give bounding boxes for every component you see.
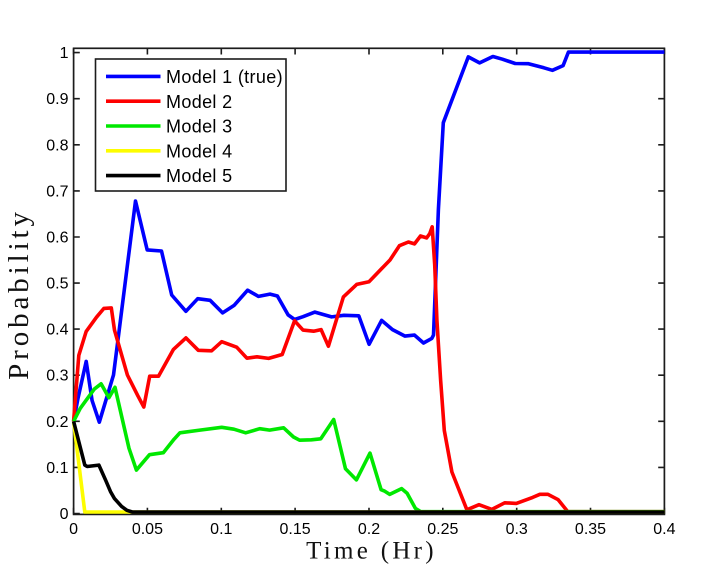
svg-text:0.3: 0.3 [506,521,528,538]
svg-text:Model 4: Model 4 [166,141,233,161]
svg-text:0.8: 0.8 [46,137,68,154]
svg-text:0.1: 0.1 [210,521,232,538]
svg-text:0.6: 0.6 [46,230,68,247]
svg-text:0: 0 [69,521,78,538]
svg-text:0.1: 0.1 [46,460,68,477]
svg-text:0.2: 0.2 [46,414,68,431]
svg-text:0.5: 0.5 [46,276,68,293]
svg-text:0.7: 0.7 [46,183,68,200]
svg-text:0.9: 0.9 [46,91,68,108]
svg-text:Model 3: Model 3 [166,117,233,137]
svg-text:0.25: 0.25 [427,521,458,538]
svg-text:Model 1 (true): Model 1 (true) [166,67,283,87]
svg-text:0.35: 0.35 [575,521,606,538]
svg-text:Probability: Probability [3,208,35,380]
svg-text:1: 1 [60,45,69,62]
svg-text:0.2: 0.2 [358,521,380,538]
svg-text:0.05: 0.05 [132,521,163,538]
svg-text:0.15: 0.15 [280,521,311,538]
svg-text:Model 2: Model 2 [166,92,233,112]
svg-text:0.3: 0.3 [46,368,68,385]
svg-text:0.4: 0.4 [46,322,68,339]
svg-text:0.4: 0.4 [653,521,675,538]
svg-text:0: 0 [60,506,69,523]
svg-text:Model 5: Model 5 [166,166,233,186]
svg-text:Time (Hr): Time (Hr) [306,538,437,565]
